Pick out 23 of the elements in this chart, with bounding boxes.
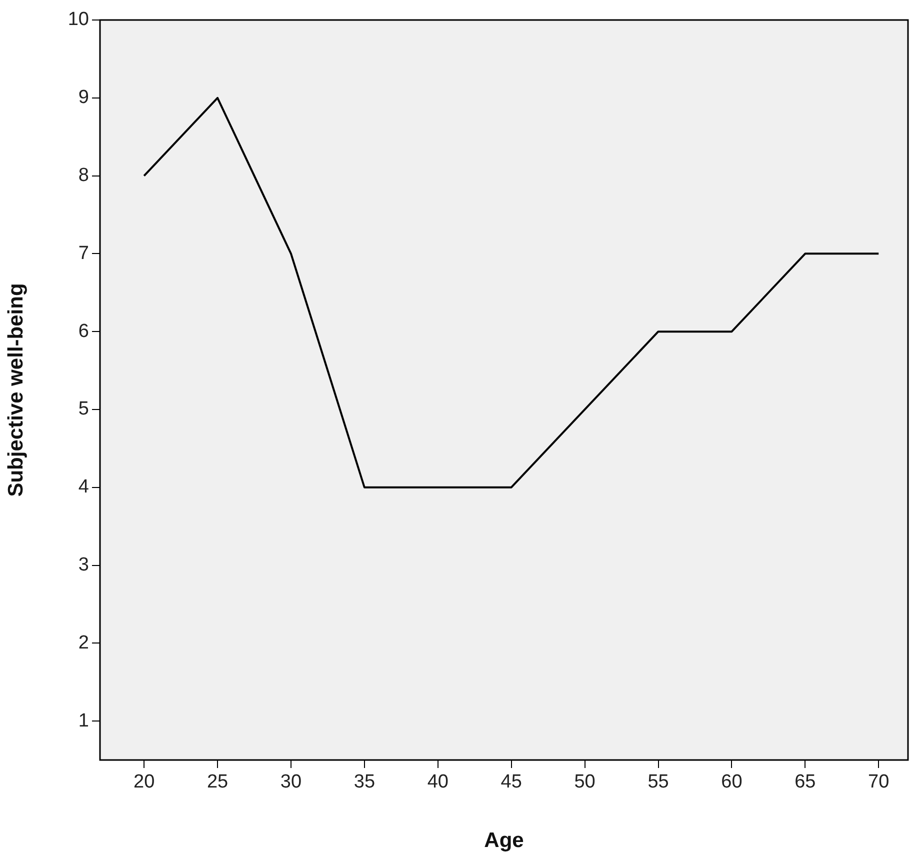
x-tick-label: 25 (206, 772, 228, 793)
x-tick-label: 35 (354, 772, 376, 793)
y-tick-label: 2 (78, 632, 89, 654)
x-tick-label: 50 (574, 772, 596, 793)
y-tick-label: 1 (78, 710, 89, 732)
y-tick-label: 5 (78, 398, 89, 420)
y-tick-label: 3 (78, 554, 89, 576)
y-tick-label: 7 (78, 242, 89, 264)
x-tick-label: 70 (868, 772, 890, 793)
y-tick-label: 9 (78, 87, 89, 108)
x-tick-label: 55 (648, 772, 669, 793)
y-tick-label: 6 (78, 320, 89, 342)
y-tick-label: 4 (78, 476, 90, 498)
x-tick-label: 45 (500, 772, 522, 793)
y-tick-label: 10 (68, 9, 89, 30)
y-axis-title: Subjective well-being (4, 283, 28, 497)
y-tick-label: 8 (78, 165, 89, 186)
x-tick-label: 20 (134, 772, 155, 793)
x-axis-title: Age (484, 829, 524, 852)
x-tick-label: 30 (280, 772, 302, 793)
x-tick-label: 40 (427, 772, 448, 793)
x-tick-label: 65 (794, 772, 816, 793)
x-tick-label: 60 (721, 772, 742, 793)
